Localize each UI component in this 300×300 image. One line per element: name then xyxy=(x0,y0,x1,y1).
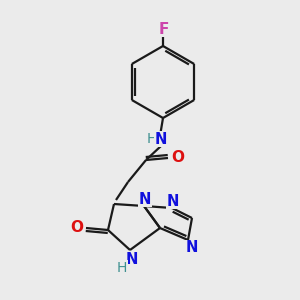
Text: N: N xyxy=(139,191,151,206)
Text: F: F xyxy=(159,22,169,37)
Text: O: O xyxy=(70,220,83,236)
Text: H: H xyxy=(147,132,157,146)
Text: N: N xyxy=(186,241,198,256)
Text: N: N xyxy=(126,253,138,268)
Text: N: N xyxy=(155,131,167,146)
Text: H: H xyxy=(117,261,127,275)
Text: O: O xyxy=(172,151,184,166)
Text: N: N xyxy=(167,194,179,208)
